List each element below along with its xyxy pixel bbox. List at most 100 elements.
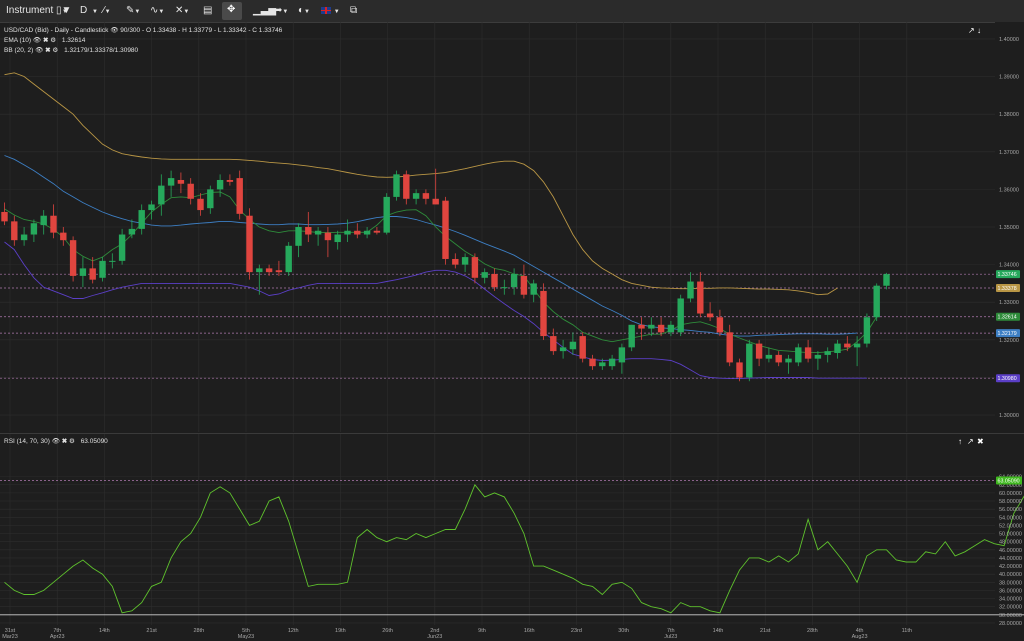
candle-down bbox=[471, 257, 479, 278]
rsi-tick-label: 62.00000 bbox=[999, 483, 1022, 489]
candle-down bbox=[246, 215, 253, 273]
period-dropdown[interactable]: D ▼ bbox=[80, 4, 98, 18]
candle-up bbox=[648, 324, 655, 329]
candle-down bbox=[265, 268, 273, 273]
instrument-dropdown[interactable]: Instrument ▼ bbox=[6, 4, 68, 18]
candle-down bbox=[550, 336, 557, 352]
price-chart[interactable]: 1.300001.310001.320001.330001.340001.350… bbox=[0, 22, 1024, 432]
theme-icon[interactable]: ◐▼ bbox=[298, 5, 310, 16]
trendline-icon[interactable]: ∕▼ bbox=[103, 5, 111, 16]
rsi-tick-label: 36.00000 bbox=[999, 588, 1022, 594]
eye-icon[interactable]: 👁 bbox=[32, 37, 42, 44]
candle-down bbox=[236, 178, 243, 214]
time-tick-label: 14th bbox=[99, 628, 110, 634]
candle-down bbox=[716, 317, 724, 333]
price-tick-label: 1.30000 bbox=[999, 413, 1019, 419]
candle-up bbox=[863, 317, 871, 344]
price-axis-bg bbox=[995, 22, 1024, 432]
rsi-tag-box bbox=[996, 476, 1022, 485]
candle-up bbox=[873, 285, 880, 318]
candle-down bbox=[69, 240, 77, 276]
eye-icon[interactable]: 👁 bbox=[35, 47, 44, 54]
toolbar: Instrument ▼ ▯▼ D ▼ ∕▼ ✎▼ ∿▼ ✕▼ ▤ ✥ ▁▃▅ … bbox=[0, 0, 1024, 23]
close-icon[interactable]: ✖ bbox=[61, 438, 68, 445]
measure-icon[interactable]: ✎▼ bbox=[126, 5, 141, 16]
candle-down bbox=[520, 275, 528, 295]
candle-up bbox=[79, 268, 87, 276]
rsi-line bbox=[4, 483, 1024, 614]
candle-up bbox=[138, 210, 145, 229]
time-tick-label: 31st bbox=[5, 628, 16, 634]
candle-up bbox=[677, 298, 684, 333]
candle-up bbox=[834, 343, 841, 354]
share-icon[interactable]: ➦▼ bbox=[274, 5, 289, 16]
bb-lower-line bbox=[4, 241, 867, 380]
candle-up bbox=[628, 324, 635, 348]
gear-icon[interactable]: ⚙ bbox=[52, 47, 59, 54]
price-y-axis: 1.300001.310001.320001.330001.340001.350… bbox=[999, 37, 1019, 419]
candle-up bbox=[746, 343, 753, 378]
candle-down bbox=[197, 198, 204, 211]
time-tick-label: 4th bbox=[856, 628, 864, 634]
time-tick-month: May23 bbox=[238, 634, 255, 640]
candlestick-icon[interactable]: ▯▼ bbox=[56, 5, 72, 16]
gear-icon[interactable]: ⚙ bbox=[69, 438, 75, 445]
panel-layout-icon[interactable]: ▤ bbox=[203, 5, 213, 16]
candle-up bbox=[109, 260, 116, 262]
price-tick-label: 1.33000 bbox=[999, 300, 1019, 306]
price-level-lines bbox=[0, 273, 995, 379]
time-tick-label: 28th bbox=[807, 628, 818, 634]
candle-up bbox=[481, 272, 488, 278]
rsi-tick-label: 48.00000 bbox=[999, 540, 1022, 546]
candle-down bbox=[275, 270, 283, 273]
time-tick-label: 23rd bbox=[571, 628, 582, 634]
close-panel-icon[interactable]: ✖ bbox=[977, 437, 984, 446]
candle-up bbox=[687, 281, 694, 299]
language-dropdown[interactable]: ▼ bbox=[321, 4, 340, 18]
bb-legend-name: BB (20, 2) bbox=[4, 47, 34, 54]
eye-icon[interactable]: 👁 bbox=[51, 438, 60, 445]
candle-up bbox=[795, 347, 802, 363]
move-down-icon[interactable]: ↓ bbox=[977, 26, 981, 35]
ema-legend-value: 1.32614 bbox=[61, 37, 86, 44]
time-tick-label: 14th bbox=[713, 628, 724, 634]
price-tick-label: 1.36000 bbox=[999, 187, 1019, 193]
candle-down bbox=[305, 227, 312, 235]
move-up-icon[interactable]: ↑ bbox=[958, 437, 962, 446]
rsi-tag-label: 63.05090 bbox=[998, 478, 1020, 484]
rsi-legend-name: RSI (14, 70, 30) bbox=[4, 438, 50, 445]
time-tick-label: 12th bbox=[288, 628, 299, 634]
chevron-down-icon: ▼ bbox=[92, 9, 98, 15]
candle-down bbox=[11, 221, 18, 241]
candle-down bbox=[187, 183, 194, 199]
close-icon[interactable]: ✖ bbox=[45, 47, 51, 54]
crosshair-toggle[interactable]: ✥ bbox=[222, 2, 242, 20]
candle-down bbox=[422, 193, 430, 199]
candle-up bbox=[501, 287, 508, 289]
rsi-tags: 63.05090 bbox=[996, 476, 1022, 485]
candle-up bbox=[510, 274, 518, 288]
price-tag-label: 1.33378 bbox=[998, 286, 1017, 292]
candle-down bbox=[60, 232, 67, 241]
rsi-chart[interactable]: 28.00000 30.00000 32.00000 34.00000 36.00000… bbox=[0, 434, 1024, 625]
time-tick-month: Jul23 bbox=[664, 634, 677, 640]
maximize-panel-icon[interactable]: ↗ bbox=[968, 26, 975, 35]
candle-down bbox=[491, 274, 498, 288]
rsi-tick-label: 34.00000 bbox=[999, 597, 1022, 603]
candle-up bbox=[569, 341, 577, 350]
bb-upper-line bbox=[4, 72, 838, 296]
main-legend-values: 90/300 - O 1.33438 - H 1.33779 - L 1.333… bbox=[120, 27, 283, 34]
candle-up bbox=[461, 257, 469, 265]
price-tag-label: 1.33746 bbox=[998, 272, 1017, 278]
trash-icon[interactable]: ✕▼ bbox=[175, 5, 190, 16]
bb-middle-line bbox=[4, 155, 858, 337]
close-icon[interactable]: ✖ bbox=[42, 37, 49, 44]
panel-divider[interactable] bbox=[0, 433, 1024, 434]
chart-type-icon[interactable]: ▁▃▅ bbox=[253, 5, 277, 16]
gear-icon[interactable]: ⚙ bbox=[50, 37, 57, 44]
indicator-icon[interactable]: ∿▼ bbox=[150, 5, 165, 16]
candle-down bbox=[540, 290, 547, 337]
maximize-panel-icon[interactable]: ↗ bbox=[967, 437, 974, 446]
popout-icon[interactable]: ⧉ bbox=[350, 5, 358, 16]
eye-icon[interactable]: 👁 bbox=[110, 27, 119, 34]
